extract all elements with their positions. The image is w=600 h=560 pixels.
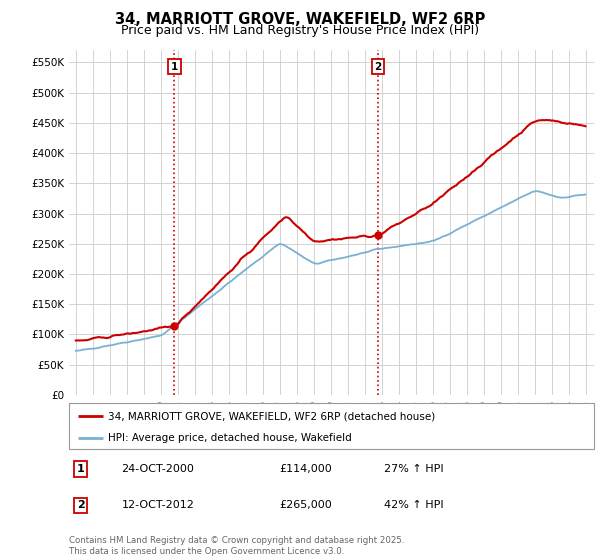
- Text: 12-OCT-2012: 12-OCT-2012: [121, 501, 194, 510]
- Text: 2: 2: [77, 501, 85, 510]
- Text: 24-OCT-2000: 24-OCT-2000: [121, 464, 194, 474]
- Text: 34, MARRIOTT GROVE, WAKEFIELD, WF2 6RP: 34, MARRIOTT GROVE, WAKEFIELD, WF2 6RP: [115, 12, 485, 27]
- Text: Contains HM Land Registry data © Crown copyright and database right 2025.
This d: Contains HM Land Registry data © Crown c…: [69, 536, 404, 556]
- Text: 27% ↑ HPI: 27% ↑ HPI: [384, 464, 443, 474]
- Text: 42% ↑ HPI: 42% ↑ HPI: [384, 501, 443, 510]
- Text: £265,000: £265,000: [279, 501, 332, 510]
- Text: 34, MARRIOTT GROVE, WAKEFIELD, WF2 6RP (detached house): 34, MARRIOTT GROVE, WAKEFIELD, WF2 6RP (…: [109, 411, 436, 421]
- FancyBboxPatch shape: [69, 403, 594, 449]
- Text: 1: 1: [171, 62, 178, 72]
- Text: HPI: Average price, detached house, Wakefield: HPI: Average price, detached house, Wake…: [109, 433, 352, 442]
- Text: 1: 1: [77, 464, 85, 474]
- Text: £114,000: £114,000: [279, 464, 332, 474]
- Text: 2: 2: [374, 62, 382, 72]
- Text: Price paid vs. HM Land Registry's House Price Index (HPI): Price paid vs. HM Land Registry's House …: [121, 24, 479, 36]
